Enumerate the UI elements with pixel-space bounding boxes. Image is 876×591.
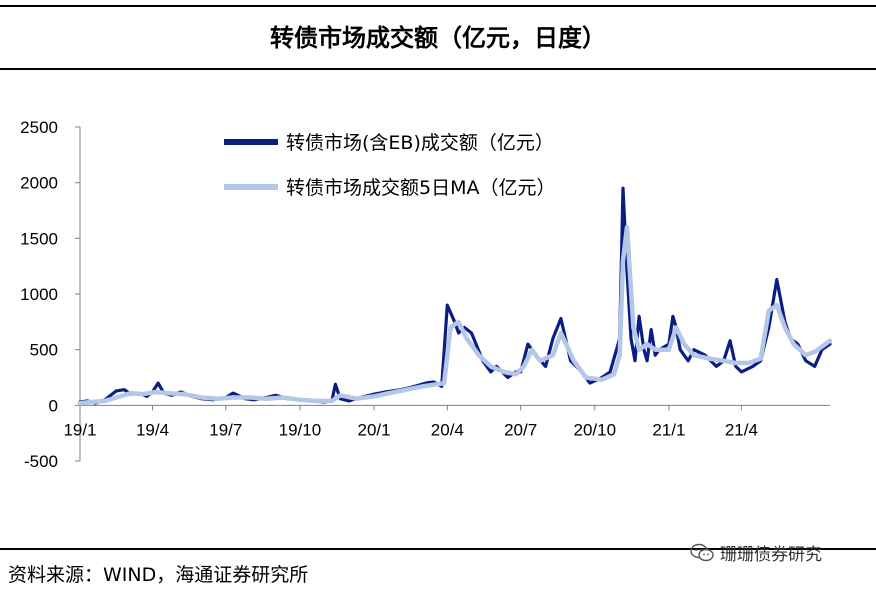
x-tick-label: 20/1 [357,420,390,439]
y-tick-label: -500 [24,452,58,471]
chart-legend: 转债市场(含EB)成交额（亿元） 转债市场成交额5日MA（亿元） [224,132,555,199]
y-tick-label: 2500 [20,118,58,137]
x-tick-label: 19/1 [63,420,96,439]
y-tick-label: 2000 [20,174,58,193]
x-tick-label: 20/7 [504,420,537,439]
watermark: 珊珊债券研究 [690,540,822,565]
y-tick-label: 500 [30,341,58,360]
wechat-icon [690,543,714,561]
x-tick-label: 19/10 [279,420,322,439]
y-tick-label: 1000 [20,285,58,304]
x-tick-label: 19/7 [209,420,242,439]
x-tick-labels: 19/1 19/4 19/7 19/10 20/1 20/4 20/7 20/10 21/1 21… [63,420,757,439]
series-daily-turnover [78,186,832,405]
bottom-rule [0,548,876,550]
y-tick-label: 0 [49,396,58,415]
x-tick-label: 20/10 [573,420,616,439]
chart-title: 转债市场成交额（亿元，日度） [270,24,606,52]
x-tick-label: 21/1 [652,420,685,439]
watermark-text: 珊珊债券研究 [720,545,822,565]
source-note: 资料来源：WIND，海通证券研究所 [8,564,309,586]
x-tick-label: 21/4 [725,420,758,439]
y-tick-label: 1500 [20,229,58,248]
x-tick-label: 20/4 [431,420,464,439]
title-rule [0,68,876,70]
y-tick-labels: 2500 2000 1500 1000 500 0 -500 [20,118,58,471]
legend-label: 转债市场(含EB)成交额（亿元） [286,132,554,154]
legend-label: 转债市场成交额5日MA（亿元） [286,177,555,199]
series-group [77,186,833,406]
top-rule [0,5,876,7]
x-tick-label: 19/4 [136,420,169,439]
series-5day-ma [77,224,833,406]
